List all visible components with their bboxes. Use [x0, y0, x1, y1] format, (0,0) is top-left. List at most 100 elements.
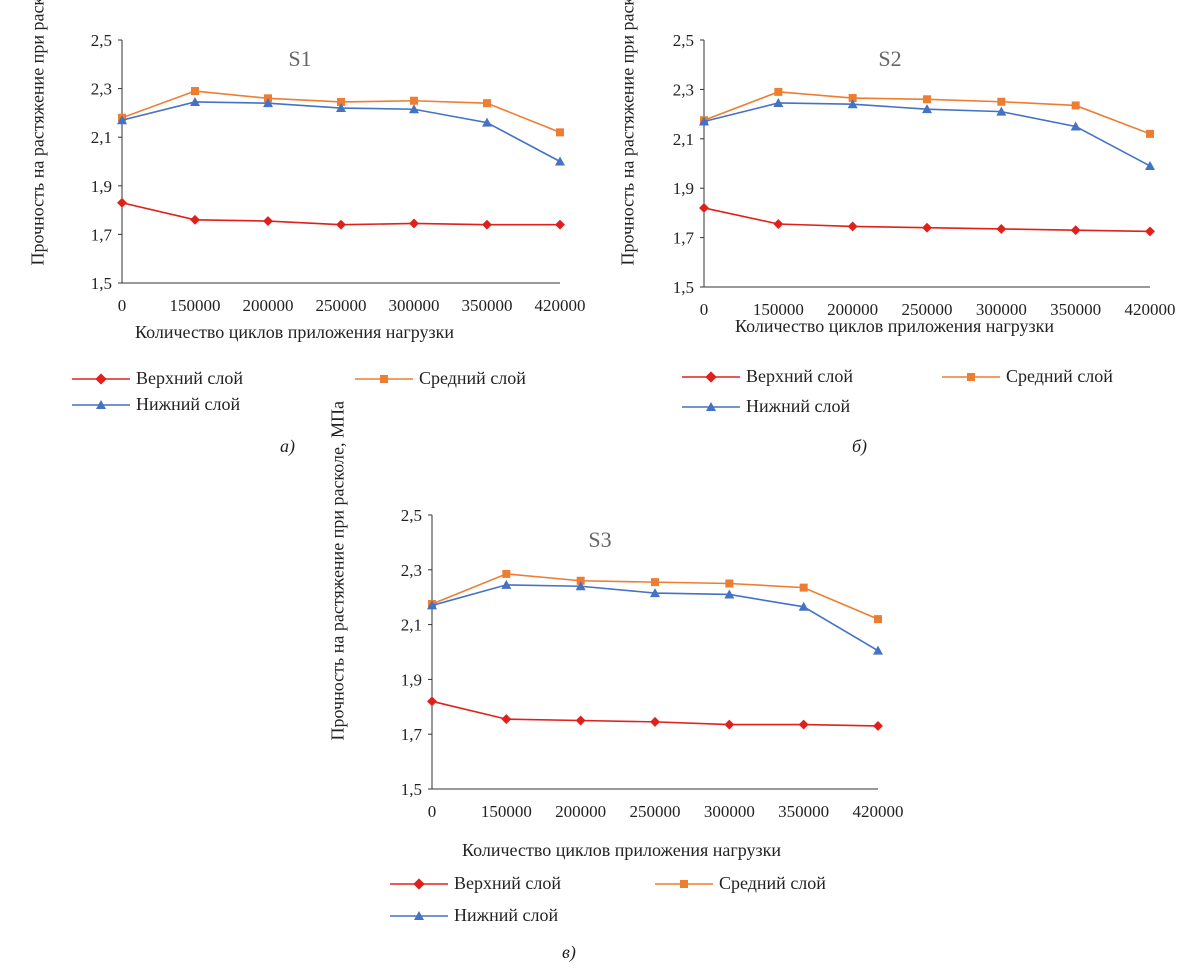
y-tick-label: 1,7 [673, 229, 695, 248]
data-point [724, 589, 735, 599]
legend-item-middle-layer: Средний слой [655, 873, 826, 894]
y-tick-label: 1,7 [91, 225, 113, 244]
x-tick-label: 200000 [555, 802, 606, 821]
legend-item-bottom-layer: Нижний слой [72, 394, 240, 415]
x-tick-label: 420000 [1125, 300, 1176, 319]
x-tick-label: 250000 [902, 300, 953, 319]
x-tick-label: 0 [118, 296, 127, 315]
data-point [409, 104, 419, 114]
data-point [1146, 129, 1154, 138]
chart-title: S1 [288, 46, 311, 71]
data-point [874, 615, 882, 624]
data-point [483, 99, 491, 108]
data-point [699, 203, 709, 213]
data-point [873, 645, 883, 655]
x-axis-label: Количество циклов приложения нагрузки [462, 840, 781, 860]
data-point [1070, 121, 1081, 131]
y-tick-label: 2,1 [401, 616, 422, 635]
data-point [650, 588, 660, 598]
y-tick-label: 2,1 [673, 130, 694, 149]
data-point [847, 99, 858, 109]
chart-panel-s2: Прочность на растяжение при расколе, МПа… [600, 0, 1200, 490]
data-point [650, 716, 660, 727]
data-point [798, 601, 809, 611]
x-tick-label: 250000 [316, 296, 367, 315]
y-tick-label: 1,9 [673, 179, 694, 198]
data-point [873, 721, 883, 731]
y-tick-label: 2,5 [91, 31, 112, 50]
data-point [996, 224, 1007, 234]
x-tick-label: 350000 [462, 296, 513, 315]
x-tick-label: 300000 [389, 296, 440, 315]
data-point [997, 97, 1006, 106]
data-point [798, 719, 809, 730]
x-tick-label: 350000 [778, 802, 829, 821]
data-point [773, 97, 784, 107]
x-tick-label: 0 [428, 802, 437, 821]
y-tick-label: 1,5 [673, 278, 694, 297]
chart-panel-s3: Прочность на растяжение при расколе, МПа… [310, 401, 910, 965]
y-tick-label: 1,5 [91, 274, 112, 293]
data-point [576, 576, 585, 585]
y-tick-label: 1,5 [401, 780, 422, 799]
y-tick-label: 2,1 [91, 128, 112, 147]
line-chart-s3: 1,5 1,7 1,9 2,1 2,3 2,5 0 150000 200000 250000 300… [401, 506, 904, 821]
data-point [1070, 225, 1081, 236]
legend-item-bottom-layer: Нижний слой [682, 396, 850, 417]
x-tick-label: 200000 [827, 300, 878, 319]
x-tick-label: 150000 [753, 300, 804, 319]
data-point [410, 96, 418, 105]
data-point [1071, 101, 1080, 110]
data-point [501, 579, 512, 589]
panel-caption: а) [280, 436, 295, 456]
data-point [699, 116, 709, 126]
data-point [190, 96, 200, 106]
data-point [651, 578, 659, 587]
legend-item-top-layer: Верхний слой [390, 873, 561, 894]
legend-item-middle-layer: Средний слой [355, 368, 526, 389]
data-point [556, 128, 564, 137]
data-point [502, 569, 511, 578]
data-point [191, 87, 199, 96]
x-tick-label: 420000 [853, 802, 904, 821]
x-axis-label: Количество циклов приложения нагрузки [135, 322, 454, 342]
data-point [724, 719, 735, 730]
data-point [847, 221, 858, 232]
data-point [336, 219, 346, 230]
x-tick-label: 200000 [243, 296, 294, 315]
panel-caption: б) [852, 436, 868, 456]
data-point [922, 104, 932, 114]
data-point [922, 222, 932, 233]
line-chart-s1: 1,5 1,7 1,9 2,1 2,3 2,5 0 150000 200000 250000 300… [91, 31, 586, 315]
y-tick-label: 1,9 [91, 177, 112, 196]
legend-item-top-layer: Верхний слой [682, 366, 853, 387]
data-point [263, 216, 273, 226]
data-point [427, 696, 437, 707]
y-tick-label: 2,5 [401, 506, 422, 525]
data-point [501, 714, 512, 725]
y-tick-label: 2,5 [673, 31, 694, 50]
panel-caption: в) [562, 942, 576, 962]
data-point [117, 197, 127, 208]
y-tick-label: 2,3 [91, 80, 112, 99]
data-point [725, 579, 734, 588]
x-tick-label: 0 [700, 300, 709, 319]
data-point [1145, 160, 1155, 170]
data-point [555, 219, 565, 230]
y-tick-label: 1,7 [401, 725, 423, 744]
data-point [799, 583, 808, 592]
x-tick-label: 250000 [630, 802, 681, 821]
line-chart-s2: 1,5 1,7 1,9 2,1 2,3 2,5 0 150000 200000 250000 300… [673, 31, 1176, 319]
data-point [774, 87, 783, 96]
x-tick-label: 150000 [481, 802, 532, 821]
legend-item-bottom-layer: Нижний слой [390, 905, 558, 926]
data-point [575, 715, 586, 726]
y-tick-label: 2,3 [401, 561, 422, 580]
data-point [427, 600, 437, 610]
data-point [409, 218, 419, 229]
data-point [773, 219, 784, 229]
y-tick-label: 1,9 [401, 670, 422, 689]
data-point [575, 581, 586, 591]
data-point [482, 117, 492, 127]
legend-item-top-layer: Верхний слой [72, 368, 243, 389]
